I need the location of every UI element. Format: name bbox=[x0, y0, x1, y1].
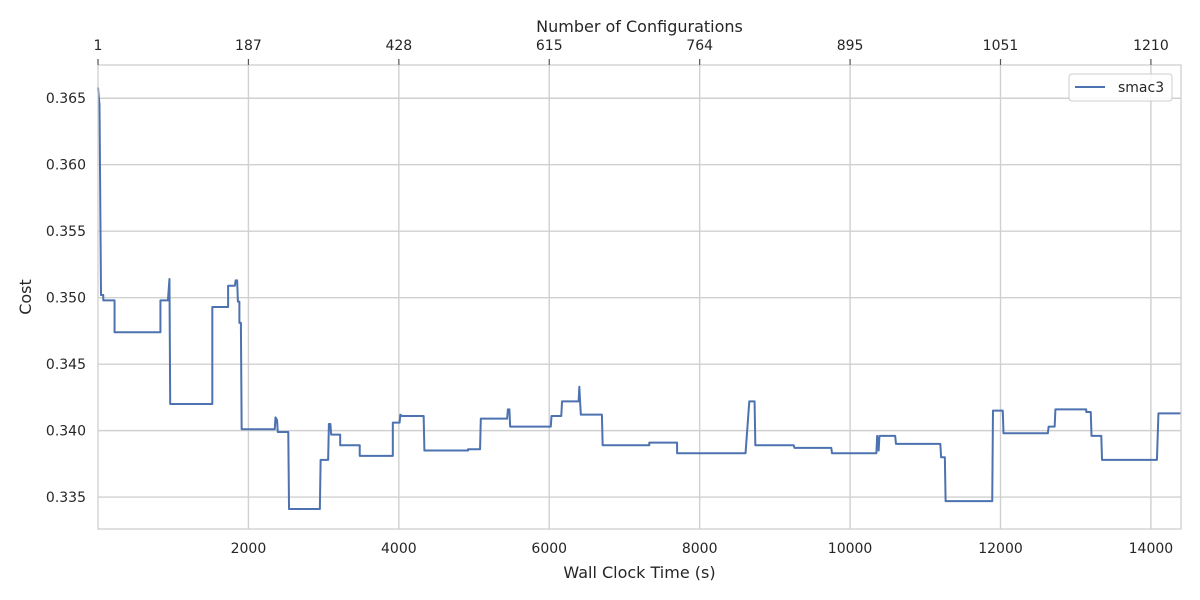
y-tick-label: 0.355 bbox=[46, 224, 86, 240]
top-tick-label: 1 bbox=[94, 38, 103, 54]
x-tick-label: 12000 bbox=[978, 541, 1023, 557]
x-tick-label: 2000 bbox=[231, 541, 267, 557]
series-line-smac3 bbox=[97, 87, 1181, 511]
top-tick-label: 764 bbox=[686, 38, 713, 54]
top-tick-label: 895 bbox=[837, 38, 864, 54]
y-tick-label: 0.335 bbox=[46, 490, 86, 506]
legend: smac3 bbox=[1068, 73, 1173, 102]
top-tick-label: 187 bbox=[235, 38, 262, 54]
grid-layer bbox=[98, 65, 1181, 529]
top-tick-label: 1210 bbox=[1133, 38, 1169, 54]
y-tick-label: 0.345 bbox=[46, 357, 86, 373]
legend-label: smac3 bbox=[1118, 80, 1164, 96]
x-tick-label: 4000 bbox=[381, 541, 417, 557]
x-tick-label: 10000 bbox=[828, 541, 873, 557]
y-tick-label: 0.340 bbox=[46, 424, 86, 440]
plot-frame bbox=[97, 64, 1182, 530]
ticks-layer: 2000 4000 6000 8000 10000 12000 14000 0.335 0.34… bbox=[46, 38, 1173, 557]
x-tick-label: 14000 bbox=[1129, 541, 1174, 557]
y-tick-label: 0.360 bbox=[46, 158, 86, 174]
top-tick-label: 1051 bbox=[983, 38, 1019, 54]
y-tick-label: 0.365 bbox=[46, 91, 86, 107]
top-tick-label: 615 bbox=[536, 38, 563, 54]
y-tick-label: 0.350 bbox=[46, 291, 86, 307]
series-layer bbox=[97, 87, 1181, 511]
legend-box bbox=[1068, 73, 1173, 102]
top-tick-label: 428 bbox=[385, 38, 412, 54]
x-tick-label: 6000 bbox=[531, 541, 567, 557]
x-tick-label: 8000 bbox=[682, 541, 718, 557]
top-axis-label: Number of Configurations bbox=[536, 17, 743, 36]
y-axis-label: Cost bbox=[16, 279, 35, 315]
x-axis-label: Wall Clock Time (s) bbox=[563, 563, 715, 582]
